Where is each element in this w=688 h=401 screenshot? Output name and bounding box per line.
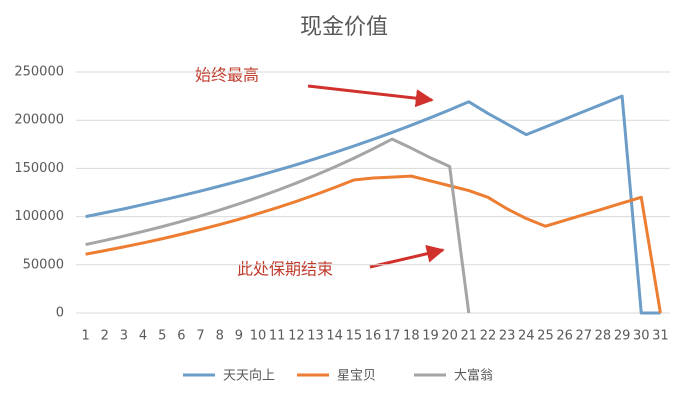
x-tick-label: 1 [81, 329, 89, 344]
chart-title: 现金价值 [300, 15, 388, 40]
x-tick-label: 30 [633, 329, 650, 344]
annotation-arrow [369, 244, 445, 269]
x-tick-label: 8 [216, 329, 224, 344]
series-line [85, 174, 662, 314]
x-tick-label: 29 [614, 329, 631, 344]
x-tick-label: 18 [403, 329, 420, 344]
x-tick-label: 2 [101, 329, 109, 344]
series-line [85, 94, 661, 315]
annotation: 始终最高 [195, 66, 259, 85]
y-tick-label: 100000 [14, 209, 64, 224]
x-tick-label: 14 [326, 329, 343, 344]
x-tick-label: 15 [346, 329, 363, 344]
x-tick-label: 16 [365, 329, 382, 344]
x-tick-label: 27 [576, 329, 593, 344]
x-tick-label: 31 [652, 329, 669, 344]
x-tick-label: 21 [461, 329, 478, 344]
x-tick-label: 23 [499, 329, 516, 344]
x-tick-label: 5 [158, 329, 166, 344]
x-tick-label: 28 [595, 329, 612, 344]
x-tick-label: 22 [480, 329, 497, 344]
x-tick-label: 17 [384, 329, 401, 344]
x-tick-label: 25 [537, 329, 554, 344]
y-tick-label: 250000 [14, 65, 64, 80]
legend-label: 星宝贝 [337, 369, 376, 384]
x-tick-label: 3 [120, 329, 128, 344]
annotation-arrow [307, 84, 434, 108]
x-tick-label: 7 [196, 329, 204, 344]
legend-label: 天天向上 [223, 368, 275, 384]
y-tick-label: 50000 [23, 257, 64, 272]
x-tick-label: 12 [288, 329, 305, 344]
legend-label: 大富翁 [454, 368, 493, 384]
x-tick-label: 19 [422, 329, 439, 344]
x-tick-label: 24 [518, 329, 535, 344]
series-line [85, 137, 471, 314]
x-tick-label: 6 [177, 329, 185, 344]
y-tick-label: 150000 [14, 161, 64, 176]
x-tick-label: 4 [139, 329, 147, 344]
x-tick-label: 10 [250, 329, 267, 344]
y-tick-label: 0 [56, 306, 64, 321]
x-tick-label: 9 [235, 329, 243, 344]
x-tick-label: 20 [441, 329, 458, 344]
y-tick-label: 200000 [14, 113, 64, 128]
x-tick-label: 26 [556, 329, 573, 344]
annotation: 此处保期结束 [237, 260, 333, 279]
x-tick-label: 13 [307, 329, 324, 344]
x-tick-label: 11 [269, 329, 286, 344]
